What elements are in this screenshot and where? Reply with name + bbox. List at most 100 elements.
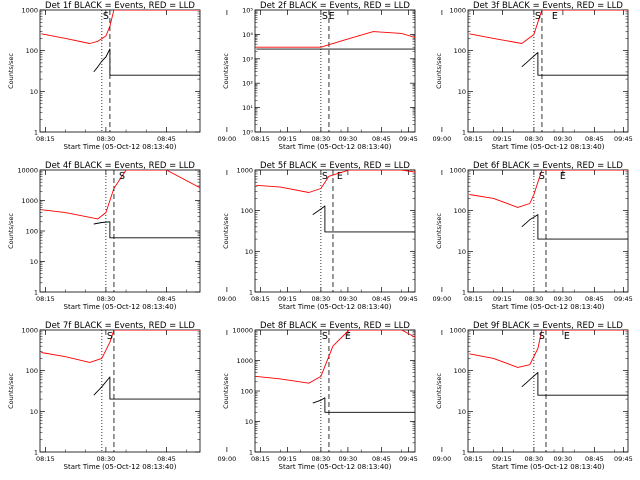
time-marker-label: E xyxy=(329,11,335,22)
x-tick-label: 08:15 xyxy=(251,135,270,143)
events-series-line xyxy=(312,205,415,233)
y-tick-label: 1000 xyxy=(449,327,466,335)
y-axis-label: Counts/sec xyxy=(435,373,443,409)
time-marker-label: E xyxy=(345,331,351,342)
y-tick-label: 10² xyxy=(242,80,253,88)
plot-area xyxy=(469,170,628,292)
y-tick-label: 1 xyxy=(249,449,253,457)
y-tick-label: 100 xyxy=(26,228,38,236)
lld-series-line xyxy=(256,170,415,193)
detector-panel: Det 6f BLACK = Events, RED = LLD 1 10 100 10… xyxy=(435,161,629,311)
events-series-line xyxy=(256,48,415,50)
time-marker-label: S xyxy=(103,11,109,22)
y-tick-label: 100 xyxy=(26,47,38,55)
panel-title: Det 7f BLACK = Events, RED = LLD xyxy=(45,321,195,331)
y-tick-label: 10 xyxy=(245,248,253,256)
time-marker-label: S xyxy=(119,171,125,182)
x-tick-label: 08:30 xyxy=(525,135,544,143)
y-tick-label: 100 xyxy=(241,388,253,396)
plot-frame xyxy=(467,9,629,133)
y-tick-label: 10⁰ xyxy=(242,129,253,137)
x-tick-label: 09:15 xyxy=(493,295,512,303)
y-tick-label: 10 xyxy=(30,408,38,416)
y-axis-label: Counts/sec xyxy=(7,373,15,409)
x-tick-label: 09:30 xyxy=(554,455,573,463)
lld-series-line xyxy=(256,31,415,48)
y-tick-label: 1000 xyxy=(236,167,253,175)
panel-title: Det 3f BLACK = Events, RED = LLD xyxy=(473,1,623,11)
y-tick-label: 100 xyxy=(454,207,466,215)
lld-series-line xyxy=(469,170,628,208)
plot-area xyxy=(469,10,628,132)
x-tick-label: 09:45 xyxy=(399,135,418,143)
y-axis-label: Counts/sec xyxy=(222,373,230,409)
x-tick-label: 08:30 xyxy=(525,455,544,463)
y-tick-label: 10 xyxy=(30,258,38,266)
y-axis-label: Counts/sec xyxy=(7,213,15,249)
x-tick-label: 09:00 xyxy=(218,455,237,463)
plot-area xyxy=(41,10,200,132)
x-tick-label: 08:30 xyxy=(312,295,331,303)
y-tick-label: 1000 xyxy=(21,7,38,15)
x-tick-label: 09:15 xyxy=(278,455,297,463)
lld-series-line xyxy=(41,330,200,363)
x-tick-label: 08:45 xyxy=(372,455,391,463)
x-axis-label: Start Time (05-Oct-12 08:13:40) xyxy=(64,143,177,151)
time-marker-label: E xyxy=(552,11,558,22)
x-tick-label: 08:45 xyxy=(585,135,604,143)
plot-frame xyxy=(39,9,201,133)
x-axis-label: Start Time (05-Oct-12 08:13:40) xyxy=(492,303,605,311)
x-tick-label: 09:30 xyxy=(339,455,358,463)
x-tick-label: 08:15 xyxy=(464,135,483,143)
y-tick-label: 1 xyxy=(34,129,38,137)
y-axis-label: Counts/sec xyxy=(7,53,15,89)
detector-panel: Det 7f BLACK = Events, RED = LLD11010010… xyxy=(7,321,418,471)
y-tick-label: 10 xyxy=(458,248,466,256)
x-tick-label: 08:15 xyxy=(251,455,270,463)
y-tick-label: 1000 xyxy=(21,197,38,205)
y-tick-label: 1000 xyxy=(21,327,38,335)
x-tick-label: 09:00 xyxy=(433,295,452,303)
events-series-line xyxy=(521,52,628,76)
y-tick-label: 10 xyxy=(30,88,38,96)
x-tick-label: 08:15 xyxy=(464,295,483,303)
x-tick-label: 08:30 xyxy=(525,295,544,303)
events-series-line xyxy=(93,221,200,239)
x-tick-label: 09:30 xyxy=(339,295,358,303)
y-tick-label: 100 xyxy=(26,367,38,375)
plot-frame xyxy=(254,169,416,293)
y-tick-label: 1 xyxy=(34,449,38,457)
x-tick-label: 08:45 xyxy=(157,295,176,303)
x-tick-label: 08:30 xyxy=(97,455,116,463)
x-axis-label: Start Time (05-Oct-12 08:13:40) xyxy=(279,303,392,311)
x-tick-label: 08:30 xyxy=(97,295,116,303)
y-tick-label: 100 xyxy=(241,207,253,215)
plot-frame xyxy=(39,329,201,453)
x-tick-label: 08:45 xyxy=(157,455,176,463)
events-series-line xyxy=(93,376,200,400)
x-axis-label: Start Time (05-Oct-12 08:13:40) xyxy=(64,303,177,311)
y-tick-label: 10000 xyxy=(17,167,38,175)
y-tick-label: 10³ xyxy=(242,55,253,63)
y-tick-label: 1000 xyxy=(236,357,253,365)
plot-frame xyxy=(254,329,416,453)
y-tick-label: 10¹ xyxy=(242,104,253,112)
y-tick-label: 10 xyxy=(245,418,253,426)
panel-title: Det 5f BLACK = Events, RED = LLD xyxy=(260,161,410,171)
detector-panel: Det 3f BLACK = Events, RED = LLD 1 10 100 10… xyxy=(435,1,629,151)
panel-title: Det 8f BLACK = Events, RED = LLD xyxy=(260,321,410,331)
x-tick-label: 08:15 xyxy=(36,135,55,143)
y-tick-label: 10 xyxy=(458,88,466,96)
panel-title: Det 6f BLACK = Events, RED = LLD xyxy=(473,161,623,171)
x-tick-label: 08:45 xyxy=(372,295,391,303)
time-marker-label: S xyxy=(535,11,541,22)
time-marker-label: E xyxy=(337,171,343,182)
time-marker-label: S xyxy=(322,11,328,22)
events-series-line xyxy=(521,372,628,396)
x-tick-label: 09:45 xyxy=(614,455,633,463)
x-tick-label: 08:15 xyxy=(36,455,55,463)
panel-title: Det 1f BLACK = Events, RED = LLD xyxy=(45,1,195,11)
x-tick-label: 09:00 xyxy=(218,135,237,143)
time-marker-label: E xyxy=(560,171,566,182)
